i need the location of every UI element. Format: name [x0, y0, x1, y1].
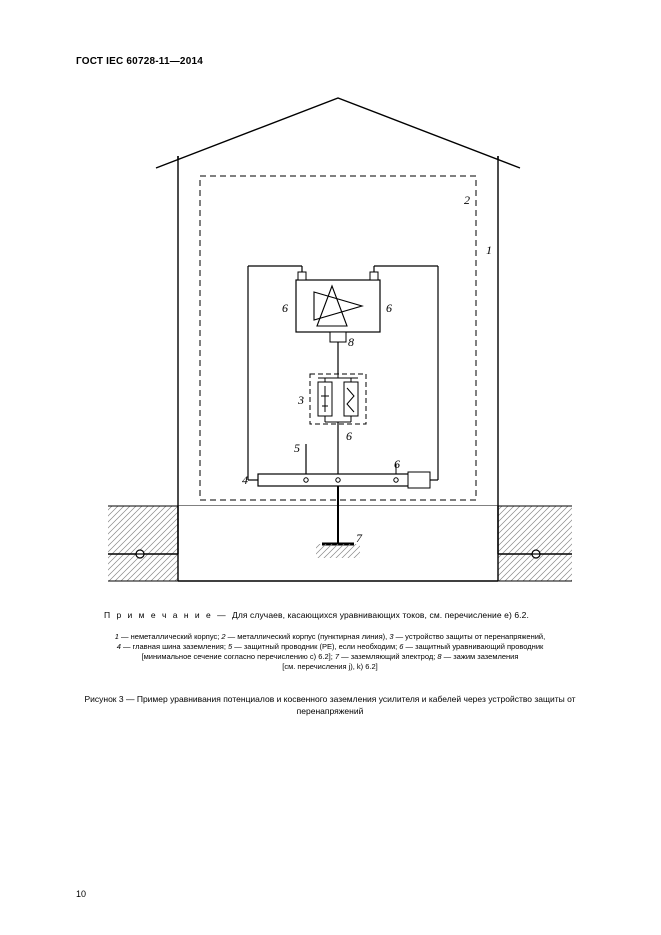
legend-2-txt: — металлический корпус (пунктирная линия…	[226, 632, 390, 641]
legend-line4: [см. перечисления j), k) 6.2]	[76, 662, 584, 672]
legend-6-txt: — защитный уравнивающий проводник	[403, 642, 543, 651]
label-6d: 6	[394, 457, 400, 471]
label-5: 5	[294, 441, 300, 455]
label-8: 8	[348, 335, 354, 349]
note-line: П р и м е ч а н и е — Для случаев, касаю…	[104, 610, 529, 620]
label-1: 1	[486, 243, 492, 257]
doc-header: ГОСТ IEC 60728-11—2014	[76, 56, 203, 67]
legend-1-txt: — неметаллический корпус;	[119, 632, 221, 641]
figure-caption: Рисунок 3 — Пример уравнивания потенциал…	[76, 694, 584, 718]
legend-line3a: [минимальное сечение согласно перечислен…	[142, 652, 335, 661]
label-6b: 6	[386, 301, 392, 315]
label-7: 7	[356, 531, 363, 545]
figure-diagram: 1 2 3 4 5 6 6 6 6 7 8	[108, 96, 572, 594]
label-3: 3	[297, 393, 304, 407]
label-4: 4	[242, 473, 248, 487]
label-6c: 6	[346, 429, 352, 443]
legend-3-txt: — устройство защиты от перенапряжений,	[394, 632, 546, 641]
label-6a: 6	[282, 301, 288, 315]
legend-8-txt: — зажим заземления	[442, 652, 519, 661]
note-label: П р и м е ч а н и е —	[104, 610, 232, 620]
legend-4-txt: — главная шина заземления;	[121, 642, 228, 651]
note-body: Для случаев, касающихся уравнивающих ток…	[232, 610, 529, 620]
legend-block: 1 — неметаллический корпус; 2 — металлич…	[76, 632, 584, 673]
label-2: 2	[464, 193, 470, 207]
legend-7-txt: — заземляющий электрод;	[339, 652, 437, 661]
page-number: 10	[76, 889, 86, 899]
legend-5-txt: — защитный проводник (PE), если необходи…	[232, 642, 399, 651]
